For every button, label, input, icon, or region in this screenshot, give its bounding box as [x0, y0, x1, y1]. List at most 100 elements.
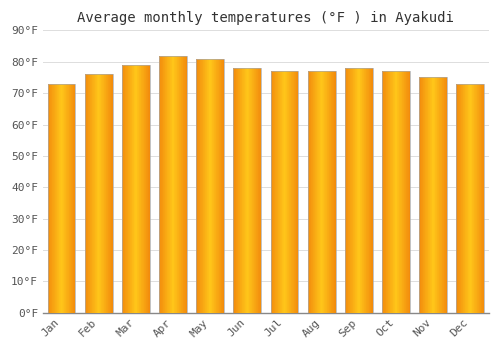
Bar: [459, 84, 460, 313]
Bar: [251, 68, 252, 313]
Bar: [242, 68, 243, 313]
Bar: [52, 84, 53, 313]
Bar: [346, 68, 347, 313]
Bar: [424, 77, 425, 313]
Bar: [384, 71, 385, 313]
Bar: [429, 77, 430, 313]
Bar: [102, 74, 103, 313]
Bar: [180, 56, 182, 313]
Bar: [171, 56, 172, 313]
Bar: [433, 77, 434, 313]
Bar: [291, 71, 292, 313]
Bar: [130, 65, 131, 313]
Bar: [462, 84, 464, 313]
Bar: [370, 68, 372, 313]
Bar: [293, 71, 294, 313]
Bar: [426, 77, 427, 313]
Bar: [419, 77, 420, 313]
Bar: [243, 68, 244, 313]
Bar: [474, 84, 475, 313]
Bar: [297, 71, 298, 313]
Bar: [92, 74, 93, 313]
Bar: [259, 68, 260, 313]
Bar: [364, 68, 365, 313]
Bar: [321, 71, 322, 313]
Bar: [131, 65, 132, 313]
Bar: [74, 84, 75, 313]
Bar: [294, 71, 295, 313]
Bar: [186, 56, 187, 313]
Bar: [256, 68, 257, 313]
Bar: [322, 71, 323, 313]
Bar: [100, 74, 101, 313]
Bar: [399, 71, 400, 313]
Bar: [66, 84, 67, 313]
Bar: [128, 65, 129, 313]
Bar: [317, 71, 318, 313]
Bar: [435, 77, 436, 313]
Bar: [334, 71, 335, 313]
Bar: [279, 71, 280, 313]
Bar: [183, 56, 184, 313]
Bar: [101, 74, 102, 313]
Bar: [354, 68, 356, 313]
Bar: [276, 71, 277, 313]
Bar: [149, 65, 150, 313]
Bar: [438, 77, 440, 313]
Bar: [107, 74, 108, 313]
Bar: [434, 77, 435, 313]
Bar: [122, 65, 150, 313]
Bar: [473, 84, 474, 313]
Bar: [250, 68, 251, 313]
Bar: [214, 59, 215, 313]
Bar: [106, 74, 107, 313]
Bar: [252, 68, 253, 313]
Bar: [50, 84, 51, 313]
Bar: [133, 65, 134, 313]
Bar: [404, 71, 405, 313]
Bar: [388, 71, 389, 313]
Bar: [478, 84, 480, 313]
Bar: [428, 77, 429, 313]
Bar: [213, 59, 214, 313]
Title: Average monthly temperatures (°F ) in Ayakudi: Average monthly temperatures (°F ) in Ay…: [78, 11, 454, 25]
Bar: [408, 71, 409, 313]
Bar: [218, 59, 219, 313]
Bar: [258, 68, 259, 313]
Bar: [216, 59, 217, 313]
Bar: [333, 71, 334, 313]
Bar: [332, 71, 333, 313]
Bar: [68, 84, 69, 313]
Bar: [372, 68, 373, 313]
Bar: [203, 59, 204, 313]
Bar: [352, 68, 354, 313]
Bar: [61, 84, 62, 313]
Bar: [308, 71, 309, 313]
Bar: [95, 74, 96, 313]
Bar: [385, 71, 386, 313]
Bar: [85, 74, 86, 313]
Bar: [312, 71, 314, 313]
Bar: [405, 71, 406, 313]
Bar: [244, 68, 246, 313]
Bar: [65, 84, 66, 313]
Bar: [176, 56, 177, 313]
Bar: [441, 77, 442, 313]
Bar: [335, 71, 336, 313]
Bar: [456, 84, 484, 313]
Bar: [389, 71, 390, 313]
Bar: [70, 84, 72, 313]
Bar: [239, 68, 240, 313]
Bar: [217, 59, 218, 313]
Bar: [345, 68, 346, 313]
Bar: [54, 84, 56, 313]
Bar: [277, 71, 278, 313]
Bar: [236, 68, 237, 313]
Bar: [288, 71, 290, 313]
Bar: [470, 84, 471, 313]
Bar: [320, 71, 321, 313]
Bar: [467, 84, 468, 313]
Bar: [327, 71, 328, 313]
Bar: [310, 71, 311, 313]
Bar: [360, 68, 361, 313]
